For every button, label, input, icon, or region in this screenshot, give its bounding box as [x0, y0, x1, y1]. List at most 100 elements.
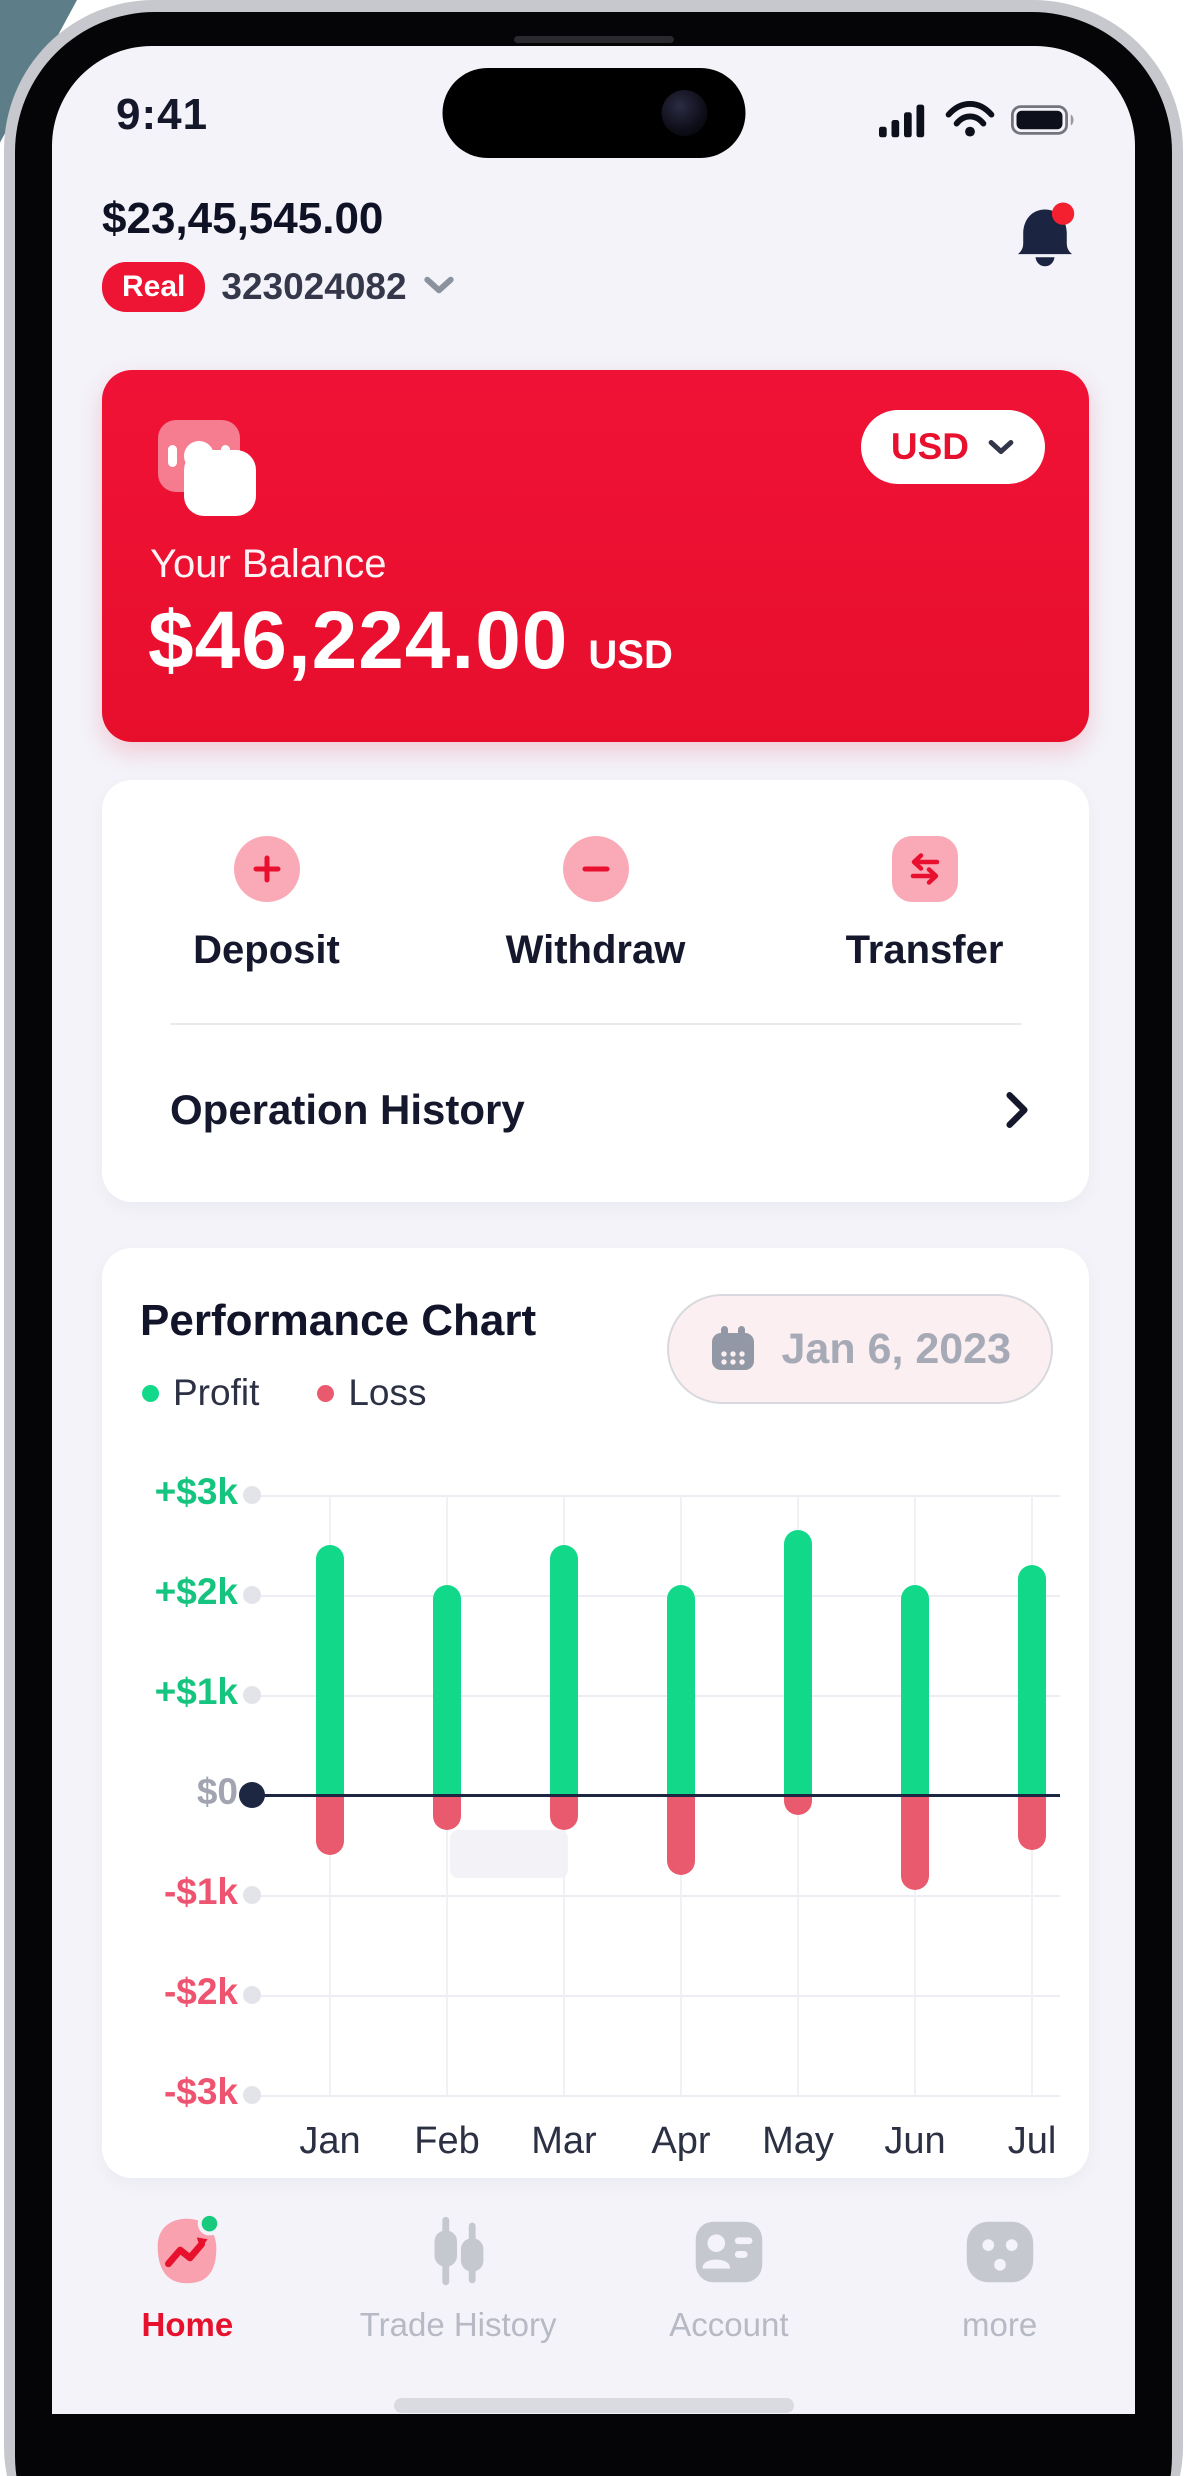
status-icons — [879, 100, 1079, 145]
home-trend-icon — [158, 2211, 222, 2284]
chart-title: Performance Chart — [140, 1296, 537, 1345]
tickdot — [243, 2086, 261, 2104]
plus-icon — [233, 836, 300, 902]
dots-icon — [966, 2221, 1033, 2283]
month: Jan — [299, 2120, 361, 2162]
nav-item-more[interactable]: more — [864, 2204, 1135, 2344]
chart-legend: Profit Loss — [142, 1372, 427, 1414]
legend-item-profit: Profit — [142, 1372, 259, 1414]
divider — [170, 1023, 1021, 1025]
tickdot — [243, 1886, 261, 1904]
account-number: 323024082 — [221, 266, 407, 307]
dynamic-island — [442, 68, 745, 158]
bar — [667, 1585, 695, 1795]
nav-item-home[interactable]: Home — [52, 2204, 323, 2344]
operation-history-label: Operation History — [170, 1086, 525, 1133]
wifi-icon — [945, 100, 995, 145]
ticklabel: +$3k — [154, 1471, 238, 1512]
home-indicator[interactable] — [393, 2398, 794, 2413]
bar — [901, 1585, 929, 1795]
balance-currency-suffix: USD — [588, 633, 673, 677]
operation-history-button[interactable]: Operation History — [170, 1086, 1029, 1134]
deposit-button[interactable]: Deposit — [102, 836, 431, 973]
legend-label: Profit — [173, 1372, 260, 1413]
bar — [433, 1585, 461, 1795]
gridline — [252, 1995, 1060, 1997]
tickdot — [243, 1586, 261, 1604]
bar — [316, 1545, 344, 1795]
ticklabel: +$1k — [154, 1671, 238, 1712]
app-screen: 9:41 — [52, 46, 1135, 2414]
bar — [1018, 1565, 1046, 1795]
legend-label: Loss — [348, 1372, 427, 1413]
month: Jul — [1007, 2120, 1057, 2162]
bar — [316, 1795, 344, 1855]
month: Apr — [651, 2120, 711, 2162]
tickdot — [243, 1986, 261, 2004]
balance-amount-row: $46,224.00 USD — [148, 594, 673, 688]
notification-bell-button[interactable] — [1011, 202, 1079, 275]
balance-card: USD Your Balance $46,224.00 USD — [102, 370, 1089, 742]
date-picker-button[interactable]: Jan 6, 2023 — [667, 1294, 1053, 1404]
account-type-badge: Real — [102, 262, 206, 312]
transfer-button[interactable]: Transfer — [760, 836, 1089, 973]
nav-item-trade-history[interactable]: Trade History — [323, 2204, 594, 2344]
highlight — [450, 1830, 568, 1878]
bar — [1018, 1795, 1046, 1850]
actions-card: Deposit Withdraw Transfer — [102, 780, 1089, 1202]
nav-label: more — [962, 2306, 1038, 2343]
action-label: Transfer — [845, 928, 1004, 972]
notification-dot — [1051, 202, 1075, 225]
bar — [784, 1530, 812, 1795]
withdraw-button[interactable]: Withdraw — [431, 836, 760, 973]
candlestick-icon — [434, 2216, 484, 2286]
currency-selector[interactable]: USD — [860, 410, 1045, 484]
ticklabel: -$1k — [163, 1871, 238, 1912]
battery-icon — [1011, 102, 1079, 143]
ticklabel: $0 — [196, 1771, 238, 1812]
nav-label: Home — [141, 2306, 234, 2343]
swap-arrows-icon — [891, 836, 958, 902]
status-time: 9:41 — [116, 90, 209, 139]
tickdot — [243, 1486, 261, 1504]
chevron-right-icon — [1006, 1092, 1028, 1128]
balance-amount: $46,224.00 — [148, 595, 569, 686]
id-card-icon — [695, 2221, 763, 2283]
month: May — [762, 2120, 834, 2162]
total-balance: $23,45,545.00 — [102, 194, 384, 243]
zerodot — [239, 1782, 265, 1808]
gridline — [252, 1895, 1060, 1897]
bar — [784, 1795, 812, 1815]
nav-label: Trade History — [359, 2306, 557, 2343]
wallet-icon — [158, 420, 256, 516]
action-label: Deposit — [193, 928, 340, 972]
bottom-navigation: Home Trade History Ac — [52, 2204, 1135, 2344]
tickdot — [243, 1686, 261, 1704]
bar — [901, 1795, 929, 1890]
profit-dot-icon — [142, 1384, 159, 1402]
nav-item-account[interactable]: Account — [594, 2204, 865, 2344]
bar — [550, 1545, 578, 1795]
minus-icon — [562, 836, 629, 902]
month: Jun — [884, 2120, 946, 2162]
loss-dot-icon — [317, 1384, 335, 1402]
date-picker-value: Jan 6, 2023 — [781, 1324, 1011, 1373]
ticklabel: -$2k — [163, 1971, 238, 2012]
bar — [667, 1795, 695, 1875]
front-camera — [661, 90, 707, 136]
balance-label: Your Balance — [150, 542, 387, 586]
nav-label: Account — [669, 2306, 789, 2343]
account-selector[interactable]: Real 323024082 — [102, 262, 455, 312]
bar — [550, 1795, 578, 1830]
ticklabel: -$3k — [163, 2071, 238, 2112]
month: Mar — [531, 2120, 597, 2162]
performance-chart-card: Performance Chart Jan 6, 2023 Profit — [102, 1248, 1089, 2178]
chevron-down-icon — [988, 440, 1014, 454]
ticklabel: +$2k — [154, 1571, 238, 1612]
zeroline — [252, 1793, 1060, 1797]
cellular-icon — [879, 101, 929, 144]
bar-chart-plot: +$3k +$2k +$1k $0 -$1k -$2k -$3k Jan Feb Mar Apr Ma… — [130, 1444, 1062, 2178]
action-label: Withdraw — [505, 928, 686, 972]
chevron-down-icon — [423, 274, 455, 301]
